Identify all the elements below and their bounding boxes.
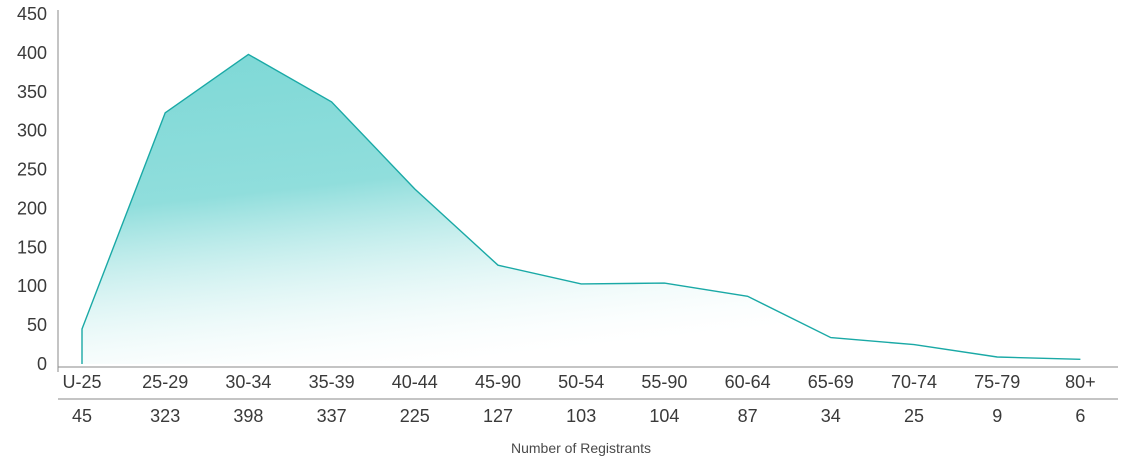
y-tick-label: 250 xyxy=(17,160,47,180)
x-category-label: U-25 xyxy=(62,372,101,392)
x-category-label: 45-90 xyxy=(475,372,521,392)
value-label: 25 xyxy=(904,406,924,426)
y-tick-label: 400 xyxy=(17,43,47,63)
y-tick-label: 450 xyxy=(17,4,47,24)
y-tick-label: 0 xyxy=(37,354,47,374)
x-category-label: 25-29 xyxy=(142,372,188,392)
x-category-label: 30-34 xyxy=(225,372,271,392)
x-category-label: 65-69 xyxy=(808,372,854,392)
y-tick-label: 150 xyxy=(17,237,47,257)
x-category-label: 40-44 xyxy=(392,372,438,392)
value-label: 398 xyxy=(233,406,263,426)
area-fill xyxy=(82,54,1081,365)
y-axis: 0 50 100 150 200 250 300 350 400 450 xyxy=(17,4,59,374)
y-tick-label: 300 xyxy=(17,121,47,141)
x-axis: U-25 25-29 30-34 35-39 40-44 45-90 50-54 55-90 6… xyxy=(58,366,1118,400)
y-tick-label: 50 xyxy=(27,315,47,335)
series-line xyxy=(81,53,1081,364)
x-category-label: 80+ xyxy=(1065,372,1096,392)
area-layer xyxy=(81,53,1081,365)
value-label: 225 xyxy=(400,406,430,426)
value-label: 6 xyxy=(1075,406,1085,426)
x-category-label: 35-39 xyxy=(309,372,355,392)
value-label: 34 xyxy=(821,406,841,426)
x-category-label: 55-90 xyxy=(641,372,687,392)
value-label: 337 xyxy=(317,406,347,426)
y-tick-label: 100 xyxy=(17,276,47,296)
values-row: 45 323 398 337 225 127 103 104 87 34 25 9 6 xyxy=(72,406,1085,426)
x-category-label: 50-54 xyxy=(558,372,604,392)
value-label: 87 xyxy=(738,406,758,426)
y-tick-label: 350 xyxy=(17,82,47,102)
x-category-label: 75-79 xyxy=(974,372,1020,392)
value-label: 104 xyxy=(649,406,679,426)
value-label: 45 xyxy=(72,406,92,426)
value-label: 323 xyxy=(150,406,180,426)
value-label: 127 xyxy=(483,406,513,426)
y-tick-label: 200 xyxy=(17,198,47,218)
x-category-label: 70-74 xyxy=(891,372,937,392)
x-category-label: 60-64 xyxy=(725,372,771,392)
value-label: 9 xyxy=(992,406,1002,426)
value-label: 103 xyxy=(566,406,596,426)
x-axis-label: Number of Registrants xyxy=(511,440,651,456)
